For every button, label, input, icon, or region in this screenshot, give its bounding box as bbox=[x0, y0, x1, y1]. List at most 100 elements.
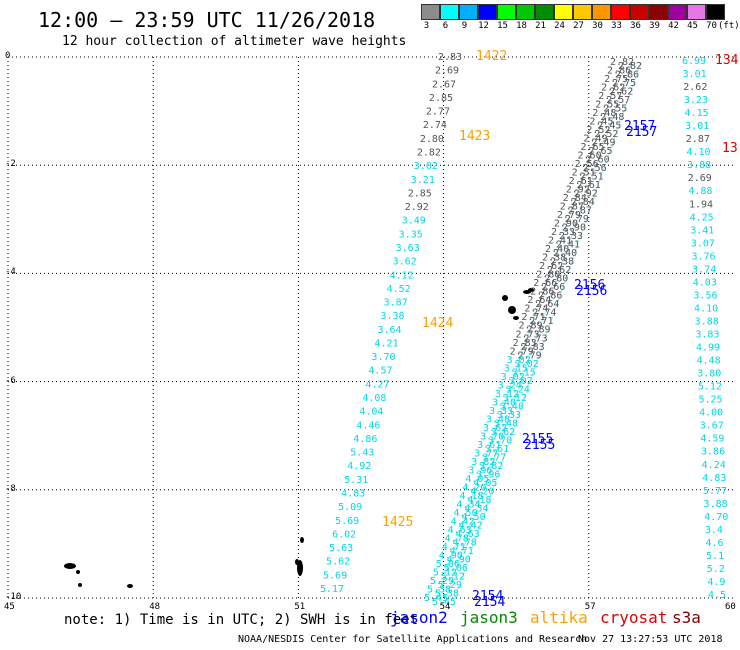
swh-value: 2.51 bbox=[580, 172, 604, 183]
swh-value: 4.34 bbox=[456, 499, 480, 510]
generated-timestamp: Nov 27 13:27:53 UTC 2018 bbox=[578, 634, 723, 645]
swh-value: 5.25 bbox=[698, 395, 722, 406]
swh-value: 4.27 bbox=[365, 379, 389, 390]
swh-value: 2.71 bbox=[521, 312, 545, 323]
swh-value: 3.02 bbox=[507, 355, 531, 366]
colorbar-unit: (ft) bbox=[718, 21, 740, 31]
swh-value: 4.03 bbox=[693, 277, 717, 288]
swh-value: 3.12 bbox=[503, 393, 527, 404]
x-tick-label: 54 bbox=[439, 602, 451, 612]
swh-value: 2.75 bbox=[612, 78, 636, 89]
swh-value: 2.85 bbox=[429, 93, 453, 104]
swh-value: 2.69 bbox=[435, 66, 459, 77]
swh-value: 5.63 bbox=[329, 543, 353, 554]
x-tick-label: 60 bbox=[725, 602, 736, 612]
swh-value: 3.88 bbox=[695, 316, 719, 327]
swh-value: 4.05 bbox=[473, 478, 497, 489]
x-tick-label: 51 bbox=[294, 602, 306, 612]
swh-value: 3.88 bbox=[704, 499, 728, 510]
swh-value: 3.62 bbox=[491, 427, 515, 438]
swh-value: 2.62 bbox=[539, 261, 563, 272]
swh-value: 2.80 bbox=[544, 274, 568, 285]
swh-value: 3.48 bbox=[494, 418, 518, 429]
pass-time-label: 1422 bbox=[476, 49, 507, 64]
swh-value: 2.62 bbox=[547, 265, 571, 276]
swh-value: 2.66 bbox=[533, 278, 557, 289]
swh-value: 2.49 bbox=[591, 138, 615, 149]
swh-value: 2.73 bbox=[524, 333, 548, 344]
swh-value: 3.74 bbox=[692, 264, 716, 275]
colorbar-swatch bbox=[440, 4, 459, 20]
swh-value: 3.61 bbox=[477, 440, 501, 451]
swh-value: 2.52 bbox=[594, 129, 618, 140]
swh-value: 5.45 bbox=[432, 597, 456, 608]
y-tick-label: 0 bbox=[5, 51, 11, 61]
swh-value: 4.86 bbox=[353, 434, 377, 445]
swh-value: 2.56 bbox=[575, 159, 599, 170]
swh-value: 2.64 bbox=[527, 295, 551, 306]
swh-value: 2.90 bbox=[554, 219, 578, 230]
swh-value: 2.79 bbox=[510, 346, 534, 357]
colorbar-label: 36 bbox=[630, 21, 641, 31]
swh-value: 4.52 bbox=[387, 284, 411, 295]
x-tick-label: 45 bbox=[4, 602, 15, 612]
swh-value: 4.57 bbox=[368, 366, 392, 377]
swh-value: 4.78 bbox=[445, 533, 469, 544]
swh-value: 2.66 bbox=[541, 282, 565, 293]
swh-value: 2.86 bbox=[538, 291, 562, 302]
swh-value: 4.20 bbox=[470, 486, 494, 497]
swh-value: 2.80 bbox=[420, 134, 444, 145]
swh-value: 2.41 bbox=[556, 240, 580, 251]
swh-value: 5.38 bbox=[427, 584, 451, 595]
swh-value: 4.10 bbox=[686, 147, 710, 158]
swh-value: 4.46 bbox=[356, 420, 380, 431]
colorbar-swatch bbox=[421, 4, 440, 20]
swh-value: 2.83 bbox=[438, 52, 462, 63]
swh-value: 3.77 bbox=[474, 448, 498, 459]
swh-value: 4.25 bbox=[690, 212, 714, 223]
swh-value: 3.15 bbox=[504, 363, 528, 374]
swh-value: 4.12 bbox=[390, 270, 414, 281]
track-band bbox=[436, 61, 624, 599]
swh-value: 2.82 bbox=[618, 61, 642, 72]
y-tick-label: -6 bbox=[5, 375, 16, 386]
colorbar-label: 70 bbox=[706, 21, 717, 31]
swh-value: 5.38 bbox=[435, 588, 459, 599]
track-band bbox=[445, 61, 633, 599]
swh-value: 2.62 bbox=[683, 82, 707, 93]
swh-value: 4.63 bbox=[448, 525, 472, 536]
swh-value: 4.78 bbox=[453, 537, 477, 548]
swh-value: 4.21 bbox=[374, 338, 398, 349]
swh-value: 2.87 bbox=[568, 206, 592, 217]
swh-value: 2.82 bbox=[417, 147, 441, 158]
swh-value: 3.67 bbox=[700, 421, 724, 432]
swh-value: 2.84 bbox=[571, 197, 595, 208]
pass-time-label: 2154 bbox=[474, 595, 505, 610]
colorbar-swatch bbox=[573, 4, 592, 20]
swh-value: 3.70 bbox=[371, 352, 395, 363]
swh-value: 2.51 bbox=[572, 168, 596, 179]
swh-value: 4.15 bbox=[685, 108, 709, 119]
swh-value: 4.88 bbox=[688, 186, 712, 197]
colorbar-label: 27 bbox=[573, 21, 584, 31]
swh-value: 3.4 bbox=[705, 525, 723, 536]
swh-value: 2.60 bbox=[586, 155, 610, 166]
pass-time-label: 1424 bbox=[422, 316, 453, 331]
legend-item-jason3: jason3 bbox=[460, 608, 518, 627]
swh-value: 2.77 bbox=[426, 107, 450, 118]
swh-value: 3.82 bbox=[479, 461, 503, 472]
swh-value: 3.82 bbox=[471, 457, 495, 468]
swh-value: 4.34 bbox=[464, 503, 488, 514]
swh-value: 4.90 bbox=[447, 554, 471, 565]
swh-value: 5.2 bbox=[707, 564, 725, 575]
swh-value: 2.84 bbox=[563, 193, 587, 204]
swh-value: 2.82 bbox=[610, 57, 634, 68]
swh-value: 3.87 bbox=[384, 298, 408, 309]
legend-item-jason2: jason2 bbox=[390, 608, 448, 627]
swh-value: 4.05 bbox=[465, 474, 489, 485]
swh-value: 2.89 bbox=[526, 325, 550, 336]
legend-item-cryosat: cryosat bbox=[600, 608, 668, 627]
swh-value: 5.69 bbox=[335, 516, 359, 527]
pass-time-label: 2157 bbox=[624, 119, 655, 134]
swh-value: 5.12 bbox=[433, 567, 457, 578]
